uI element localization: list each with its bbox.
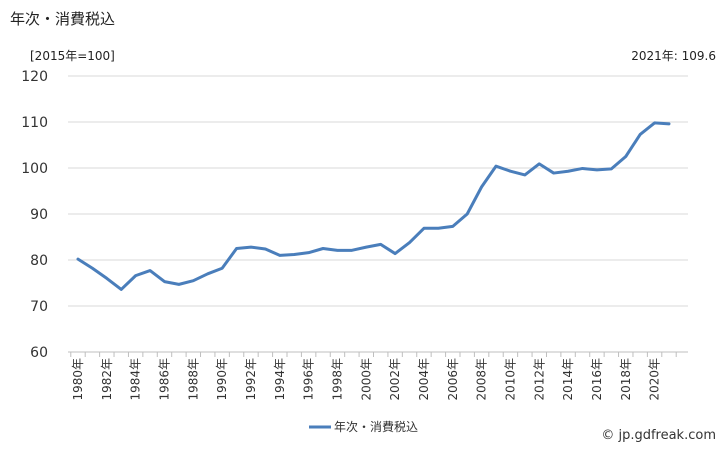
data-point-2020 — [653, 121, 656, 125]
x-tick-label-1996: 1996年 — [302, 358, 316, 401]
data-point-1993 — [264, 247, 267, 251]
data-point-2002 — [393, 252, 397, 255]
data-point-1992 — [249, 245, 253, 249]
x-tick-label-1982: 1982年 — [100, 358, 114, 401]
x-tick-label-2004: 2004年 — [417, 358, 431, 401]
data-point-2000 — [365, 245, 368, 249]
x-tick-label-1990: 1990年 — [215, 358, 229, 401]
latest-value-label: 2021年: 109.6 — [631, 49, 716, 63]
x-tick-label-1980: 1980年 — [71, 358, 85, 401]
data-point-2012 — [538, 162, 541, 166]
y-tick-label-60: 60 — [30, 345, 48, 361]
data-point-1983 — [120, 288, 123, 291]
x-tick-label-2006: 2006年 — [446, 358, 460, 401]
chart-title: 年次・消費税込 — [10, 10, 116, 28]
data-point-2004 — [422, 227, 426, 230]
data-point-2006 — [451, 225, 454, 228]
x-tick-label-1984: 1984年 — [129, 358, 143, 401]
grid-lines — [68, 75, 688, 307]
data-point-2011 — [523, 173, 527, 177]
data-point-1982 — [105, 277, 109, 280]
legend-label: 年次・消費税込 — [334, 419, 418, 434]
y-tick-label-90: 90 — [30, 207, 48, 223]
x-tick-label-1992: 1992年 — [244, 358, 258, 401]
x-tick-label-2008: 2008年 — [475, 358, 489, 401]
x-tick-label-1988: 1988年 — [186, 358, 200, 401]
data-point-2009 — [494, 164, 498, 168]
y-axis-ticks: 60 70 80 90 100 110 120 — [21, 69, 48, 361]
data-point-1999 — [350, 249, 354, 252]
data-point-2007 — [465, 212, 469, 216]
data-point-2015 — [581, 167, 584, 170]
data-point-2021 — [667, 122, 671, 126]
x-tick-label-2010: 2010年 — [503, 358, 517, 401]
source-credit: © jp.gdfreak.com — [601, 428, 716, 443]
data-point-1997 — [321, 247, 325, 250]
x-tick-label-2000: 2000年 — [359, 358, 373, 401]
data-point-2017 — [610, 167, 613, 171]
y-tick-label-110: 110 — [21, 115, 48, 131]
x-tick-label-2020: 2020年 — [648, 358, 662, 401]
data-point-1995 — [293, 253, 296, 256]
data-point-2005 — [437, 227, 440, 230]
data-point-2014 — [566, 170, 570, 173]
data-point-1990 — [220, 267, 224, 270]
y-tick-label-70: 70 — [30, 299, 48, 315]
data-point-2010 — [509, 170, 512, 173]
data-point-2008 — [480, 185, 483, 189]
unit-label: [2015年=100] — [30, 49, 115, 63]
data-point-2003 — [408, 241, 411, 244]
y-tick-label-100: 100 — [21, 161, 48, 177]
data-point-1988 — [192, 279, 195, 282]
y-tick-label-120: 120 — [21, 69, 48, 85]
data-point-1984 — [134, 274, 137, 277]
data-point-2001 — [379, 243, 382, 246]
y-tick-label-80: 80 — [30, 253, 48, 269]
x-tick-label-2002: 2002年 — [388, 358, 402, 401]
data-point-1981 — [91, 267, 94, 270]
data-point-1985 — [148, 269, 152, 272]
data-point-1991 — [235, 247, 238, 250]
x-tick-label-1994: 1994年 — [273, 358, 287, 401]
data-point-2016 — [595, 168, 599, 172]
data-point-2019 — [638, 133, 642, 136]
data-point-1989 — [206, 272, 209, 275]
x-tick-label-1998: 1998年 — [330, 358, 344, 401]
series-line-0 — [76, 121, 671, 291]
data-point-1987 — [177, 283, 181, 286]
data-point-1994 — [278, 254, 282, 257]
data-point-1998 — [336, 249, 339, 252]
x-tick-label-2012: 2012年 — [532, 358, 546, 401]
data-point-2013 — [552, 171, 555, 175]
x-tick-label-2018: 2018年 — [619, 358, 633, 401]
data-point-1996 — [307, 251, 310, 254]
x-axis: 1980年 1982年 1984年 1986年 1988年 1990年 1992年 1994年… — [68, 351, 688, 401]
x-tick-label-2016: 2016年 — [590, 358, 604, 401]
x-tick-label-1986: 1986年 — [157, 358, 171, 401]
data-point-2018 — [624, 155, 627, 158]
data-point-1986 — [163, 280, 166, 283]
series-group — [76, 121, 671, 291]
x-tick-label-2014: 2014年 — [561, 358, 575, 401]
data-point-1980 — [76, 257, 80, 261]
legend: 年次・消費税込 — [309, 419, 418, 434]
